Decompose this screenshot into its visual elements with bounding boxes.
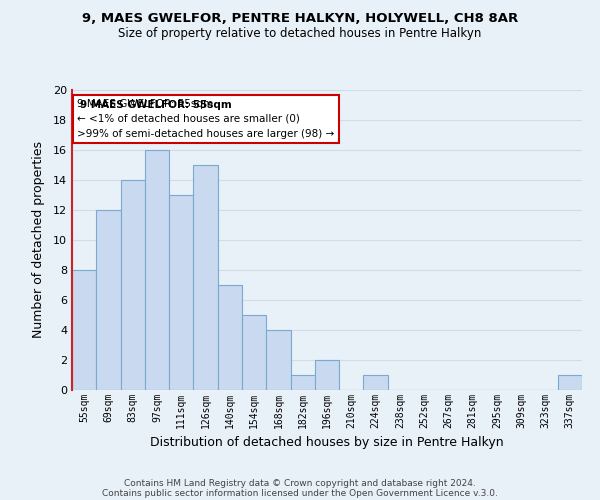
Bar [266, 330, 290, 390]
Text: 9 MAES GWELFOR: 55sqm: 9 MAES GWELFOR: 55sqm [80, 100, 232, 110]
Text: Contains HM Land Registry data © Crown copyright and database right 2024.: Contains HM Land Registry data © Crown c… [124, 478, 476, 488]
Bar [96, 210, 121, 390]
Bar [193, 165, 218, 390]
Bar [364, 375, 388, 390]
Bar [558, 375, 582, 390]
Bar [145, 150, 169, 390]
Bar [218, 285, 242, 390]
Text: Contains public sector information licensed under the Open Government Licence v.: Contains public sector information licen… [102, 488, 498, 498]
Bar [290, 375, 315, 390]
Bar [121, 180, 145, 390]
Text: Size of property relative to detached houses in Pentre Halkyn: Size of property relative to detached ho… [118, 28, 482, 40]
Text: 9 MAES GWELFOR: 55sqm
← <1% of detached houses are smaller (0)
>99% of semi-deta: 9 MAES GWELFOR: 55sqm ← <1% of detached … [77, 99, 334, 138]
Bar [315, 360, 339, 390]
Y-axis label: Number of detached properties: Number of detached properties [32, 142, 44, 338]
Bar [242, 315, 266, 390]
X-axis label: Distribution of detached houses by size in Pentre Halkyn: Distribution of detached houses by size … [150, 436, 504, 450]
Bar [169, 195, 193, 390]
Text: 9, MAES GWELFOR, PENTRE HALKYN, HOLYWELL, CH8 8AR: 9, MAES GWELFOR, PENTRE HALKYN, HOLYWELL… [82, 12, 518, 26]
Bar [72, 270, 96, 390]
